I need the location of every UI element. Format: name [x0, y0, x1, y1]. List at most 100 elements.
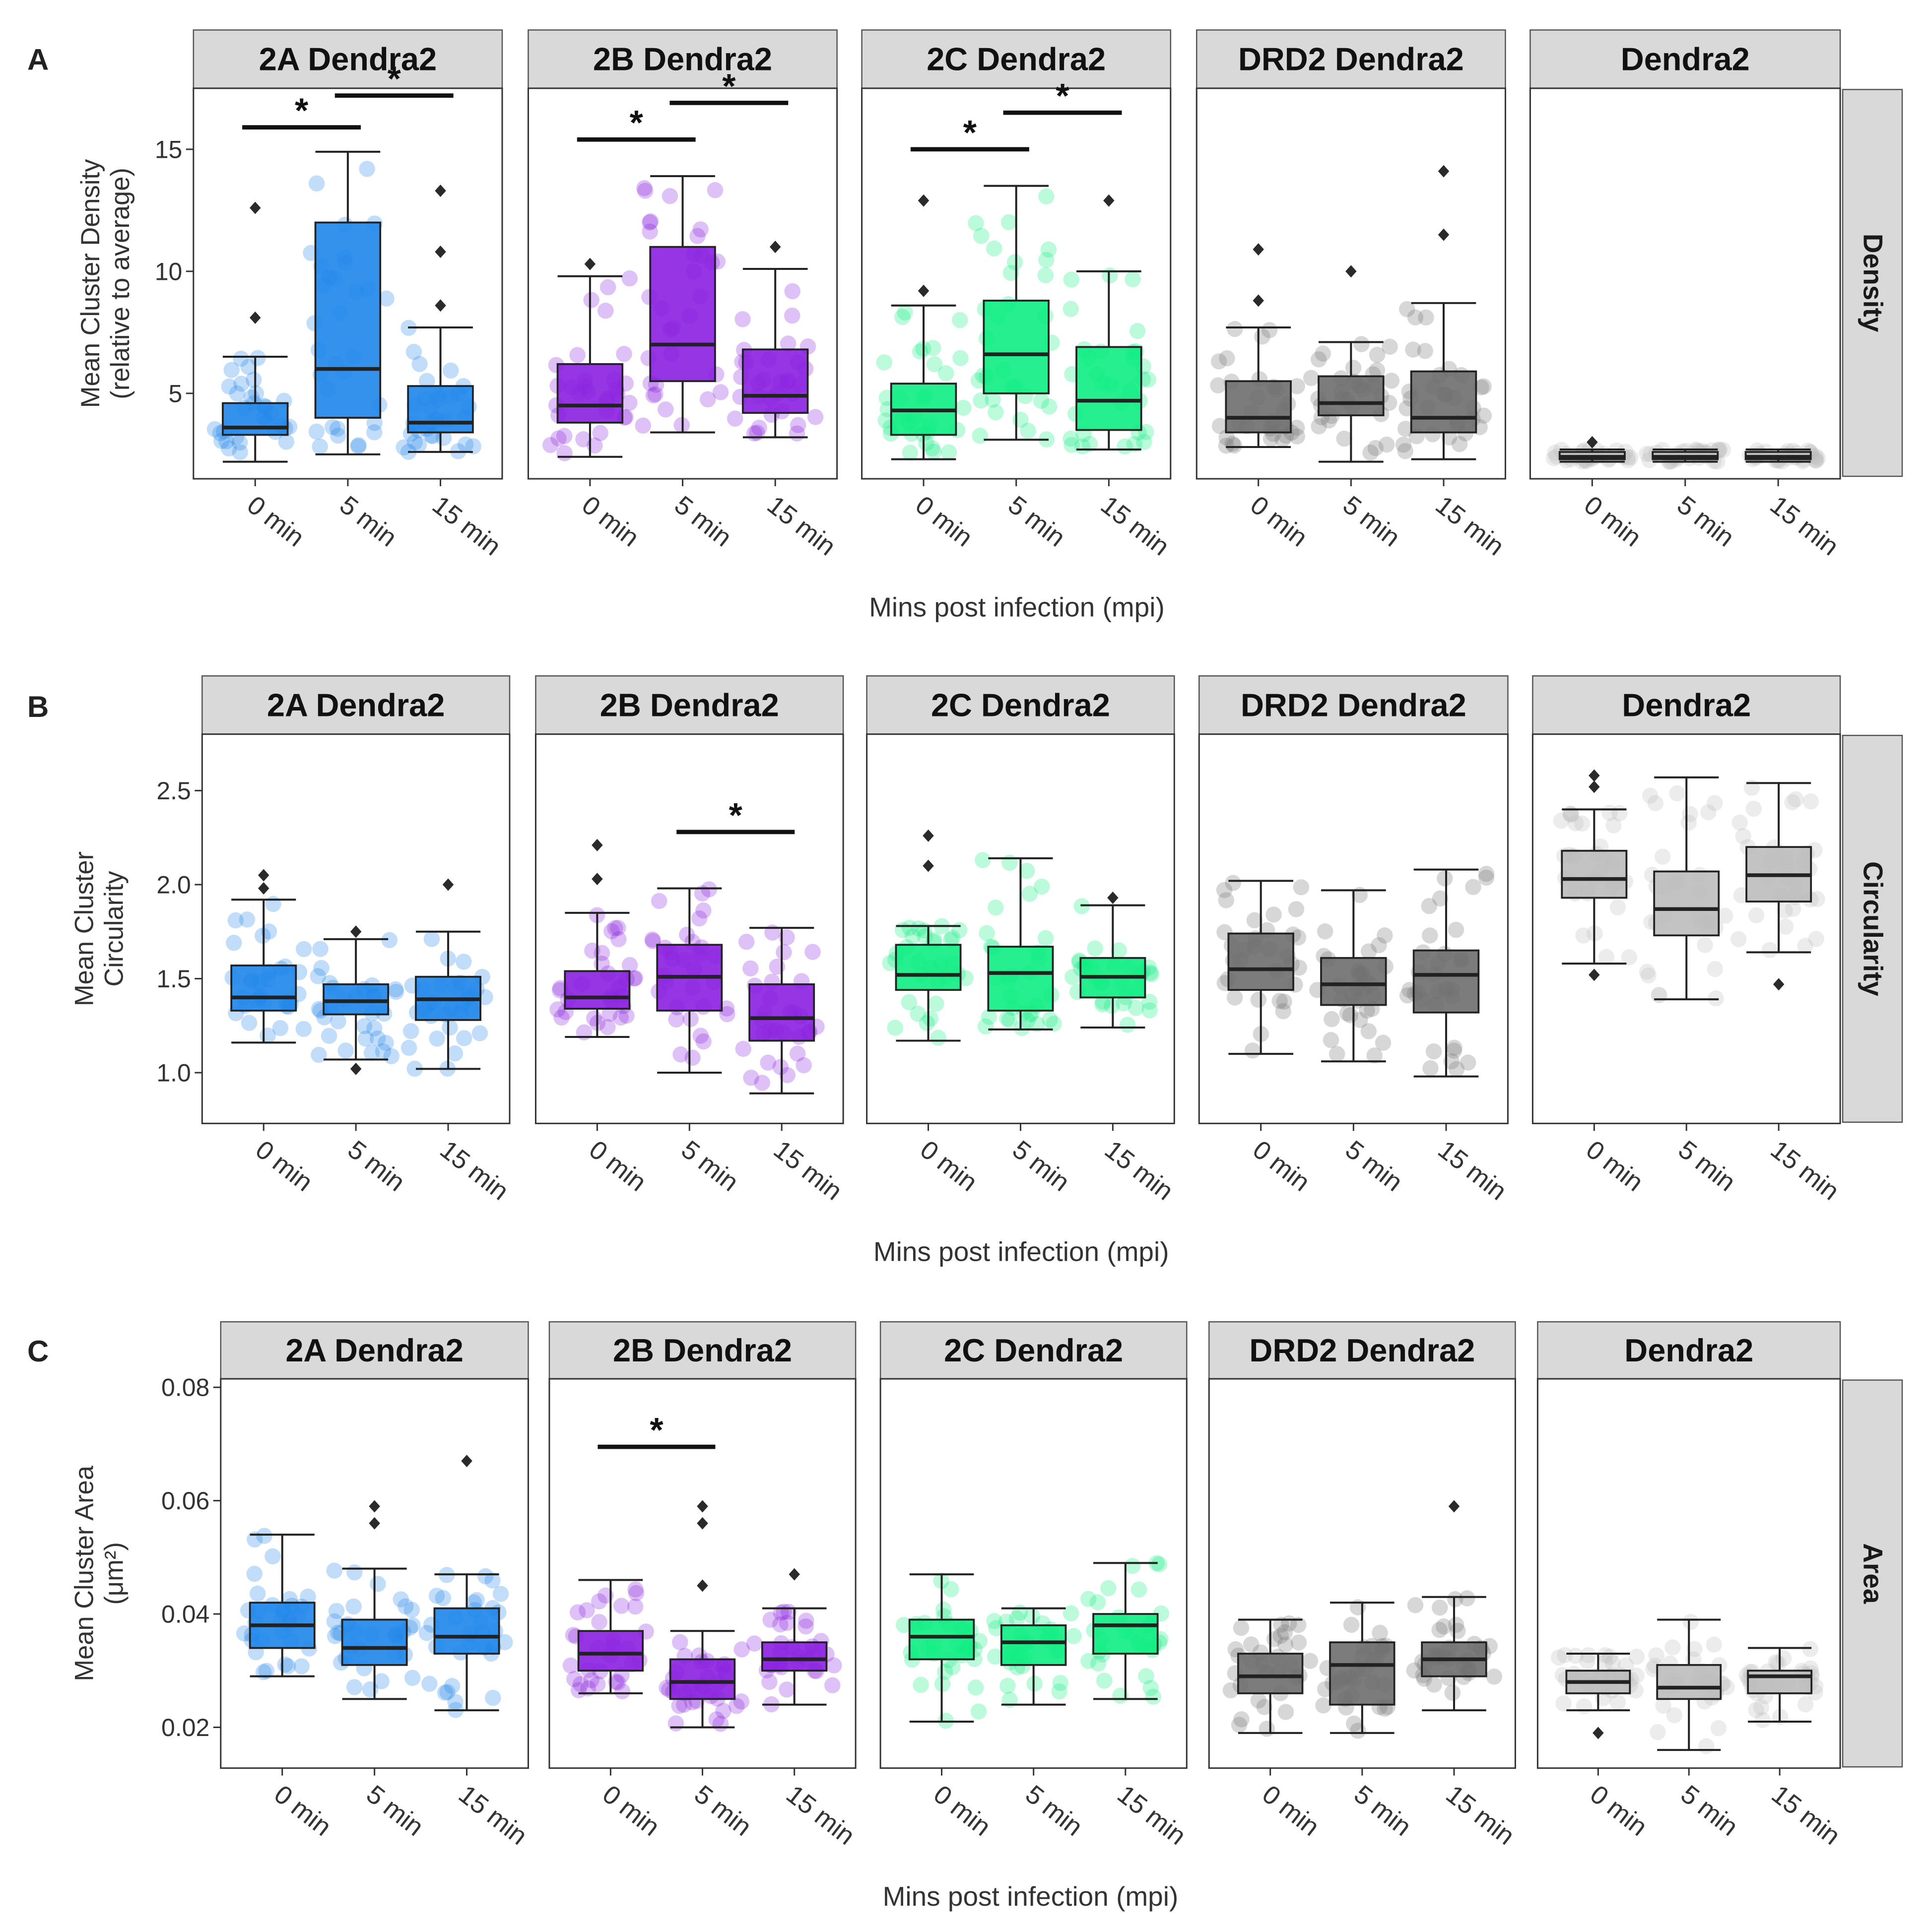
data-point — [1754, 1712, 1771, 1729]
data-point — [1266, 1631, 1283, 1647]
data-point — [310, 968, 327, 984]
data-point — [1006, 254, 1023, 270]
data-point — [707, 182, 724, 198]
data-point — [1276, 1624, 1293, 1641]
facet-strip — [1198, 675, 1509, 735]
data-point — [1042, 1011, 1058, 1028]
box-5-min — [1309, 887, 1394, 1064]
data-point — [1063, 1605, 1079, 1621]
data-point — [1371, 937, 1387, 954]
data-point — [1580, 1647, 1596, 1664]
data-point — [279, 1658, 296, 1674]
data-point — [1052, 1674, 1068, 1691]
data-point — [647, 386, 664, 402]
data-point — [1063, 271, 1079, 288]
data-point — [715, 1703, 731, 1719]
data-point — [1372, 1624, 1388, 1641]
x-axis-title: Mins post infection (mpi) — [869, 591, 1165, 622]
data-point — [621, 957, 638, 973]
data-point — [746, 1635, 763, 1652]
outlier-point — [1103, 194, 1115, 207]
data-point — [1550, 1649, 1567, 1666]
data-point — [1753, 1699, 1770, 1716]
data-point — [492, 1586, 509, 1602]
plot-frame — [1529, 87, 1841, 480]
data-point — [1143, 966, 1160, 983]
data-point — [1116, 995, 1132, 1012]
data-point — [712, 384, 729, 400]
data-point — [727, 410, 743, 427]
data-point — [1087, 940, 1103, 957]
data-point — [1648, 1647, 1664, 1664]
data-point — [419, 373, 435, 389]
data-point — [444, 1677, 461, 1694]
box-0-min — [1210, 243, 1306, 454]
data-point — [944, 929, 961, 946]
box-iqr — [556, 363, 624, 424]
data-point — [882, 955, 899, 971]
data-point — [1216, 882, 1233, 899]
data-point — [667, 1715, 684, 1732]
data-point — [1090, 1655, 1107, 1672]
data-point — [330, 1013, 346, 1030]
box-0-min — [1550, 1647, 1645, 1739]
outlier-point — [369, 1500, 380, 1513]
data-point — [918, 435, 934, 451]
data-point — [1041, 398, 1058, 415]
data-point — [952, 312, 968, 328]
data-point — [236, 1625, 253, 1642]
panel-letter: B — [27, 690, 49, 723]
box-0-min — [1216, 875, 1310, 1059]
data-point — [904, 928, 921, 945]
data-point — [1666, 1707, 1683, 1724]
data-point — [1622, 449, 1639, 466]
data-point — [598, 303, 614, 319]
data-point — [246, 1565, 263, 1582]
data-point — [1014, 1020, 1030, 1036]
data-point — [1788, 791, 1804, 808]
data-point — [986, 240, 1002, 257]
data-point — [327, 1628, 343, 1644]
data-point — [1473, 379, 1489, 396]
data-point — [955, 399, 972, 416]
data-point — [1080, 1653, 1097, 1670]
data-point — [265, 896, 281, 912]
box-5-min — [1639, 441, 1731, 470]
data-point — [1250, 1692, 1267, 1709]
data-point — [607, 1674, 624, 1690]
data-point — [321, 1028, 337, 1044]
y-tick-label: 0.02 — [161, 1714, 209, 1741]
data-point — [1273, 1616, 1289, 1633]
data-point — [1563, 807, 1579, 823]
data-point — [240, 359, 257, 375]
data-point — [1397, 420, 1414, 437]
data-point — [1807, 452, 1824, 469]
box-iqr — [1320, 957, 1387, 1006]
data-point — [356, 1018, 373, 1034]
data-point — [1446, 1042, 1462, 1059]
data-point — [924, 440, 940, 456]
data-point — [761, 1674, 778, 1690]
facet-strip — [220, 1321, 529, 1380]
data-point — [295, 1021, 312, 1037]
data-point — [326, 1562, 342, 1579]
data-point — [410, 437, 427, 453]
box-iqr — [741, 348, 809, 414]
box-iqr — [407, 385, 474, 434]
data-point — [1375, 1034, 1392, 1051]
data-point — [988, 1620, 1004, 1636]
box-15-min — [727, 241, 824, 442]
data-point — [1002, 264, 1019, 281]
data-point — [1008, 1610, 1025, 1627]
facet-strip — [1529, 29, 1841, 89]
data-point — [400, 1039, 417, 1056]
data-point — [591, 1593, 607, 1610]
box-iqr — [895, 944, 962, 991]
box-0-min — [542, 258, 638, 461]
data-point — [272, 1020, 289, 1036]
